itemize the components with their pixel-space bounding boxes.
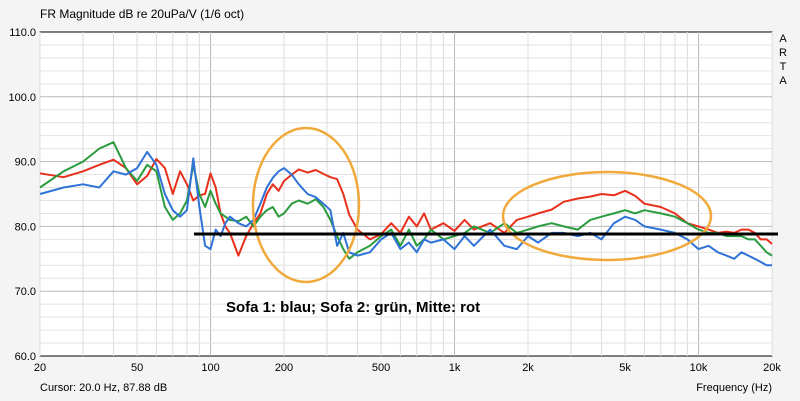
y-tick-label: 70.0: [15, 286, 36, 298]
brand-letter: A: [779, 33, 787, 45]
x-tick-label: 500: [372, 362, 390, 374]
cursor-readout: Cursor: 20.0 Hz, 87.88 dB: [40, 382, 168, 394]
x-tick-label: 1k: [449, 362, 461, 374]
brand-letter: T: [779, 61, 787, 73]
axes: 60.0 70.0 80.0 90.0 100.0 110.0 20 50 100 200 500 1…: [8, 27, 781, 374]
series-line-1: [39, 158, 773, 257]
y-tick-label: 60.0: [15, 351, 36, 363]
x-tick-label: 10k: [690, 362, 708, 374]
brand-label: A R T A: [776, 32, 790, 88]
series-line-3: [39, 150, 772, 267]
x-tick-label: 5k: [619, 362, 631, 374]
y-tick-label: 90.0: [15, 157, 36, 169]
x-tick-label: 100: [201, 362, 219, 374]
brand-letter: R: [779, 47, 787, 59]
annotation-text: Sofa 1: blau; Sofa 2: grün, Mitte: rot: [226, 299, 480, 316]
chart-title: FR Magnitude dB re 20uPa/V (1/6 oct): [40, 7, 245, 21]
grid: [39, 32, 773, 356]
y-tick-label: 110.0: [9, 27, 36, 39]
x-tick-label: 20k: [763, 362, 781, 374]
annotations: Sofa 1: blau; Sofa 2: grün, Mitte: rot: [194, 126, 778, 316]
x-tick-label: 200: [275, 362, 293, 374]
x-tick-label: 20: [34, 362, 46, 374]
y-tick-label: 80.0: [15, 221, 36, 233]
highlight-ellipse-mid: [501, 170, 713, 262]
x-tick-label: 2k: [522, 362, 534, 374]
y-tick-label: 100.0: [8, 92, 36, 104]
highlight-ellipse-bass: [251, 126, 361, 284]
x-axis-label: Frequency (Hz): [696, 382, 772, 394]
brand-letter: A: [779, 75, 787, 87]
x-tick-label: 50: [131, 362, 143, 374]
series-group: [39, 141, 773, 267]
